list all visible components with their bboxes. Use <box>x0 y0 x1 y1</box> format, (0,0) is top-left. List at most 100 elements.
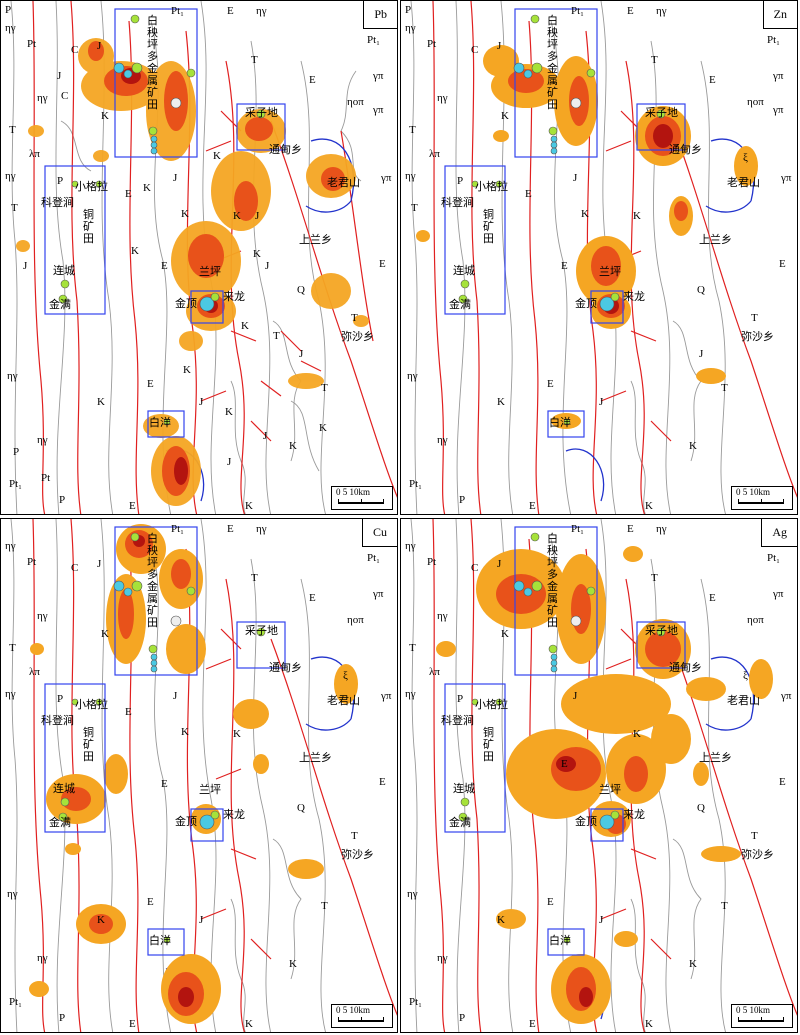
geo-code-pt1: Pt₁ <box>767 552 781 564</box>
geo-code-gamma-pi: γπ <box>373 104 384 116</box>
geo-code-e: E <box>227 5 234 17</box>
deposit-symbols <box>58 14 266 426</box>
scale-label: 0 5 10km <box>736 487 771 497</box>
place-laojunshan: 老君山 <box>727 694 760 707</box>
place-shanglan: 上兰乡 <box>699 751 732 764</box>
scale-tick <box>738 1017 739 1022</box>
geo-code-t: T <box>651 54 658 66</box>
geo-code-j: J <box>97 558 102 570</box>
geo-code-e: E <box>161 778 168 790</box>
map-panel-pb: Pb P ηγ Pt C T ηγ λπ C J J K Pt₁ E ηγ Pt… <box>0 0 398 515</box>
geo-code-j: J <box>599 914 604 926</box>
geo-code-eta-gamma: ηγ <box>405 540 416 552</box>
geo-code-eta-gamma: ηγ <box>256 5 267 17</box>
geo-code-j: J <box>23 260 28 272</box>
scale-label: 0 5 10km <box>336 487 371 497</box>
geo-code-eta-gamma: ηγ <box>437 434 448 446</box>
geo-code-k: K <box>645 500 653 512</box>
geo-code-eta-gamma: ηγ <box>5 22 16 34</box>
place-baiyang: 白洋 <box>149 934 171 947</box>
geo-code-c: C <box>71 44 79 56</box>
faults <box>32 1 397 514</box>
geo-code-j: J <box>265 260 270 272</box>
geo-code-p: P <box>457 693 464 705</box>
geo-code-j: J <box>173 690 178 702</box>
geo-code-k: K <box>181 208 189 220</box>
geo-code-eta-gamma: ηγ <box>437 610 448 622</box>
element-label: Zn <box>762 1 797 29</box>
geochem-anomalies <box>29 524 358 1024</box>
map-panel-zn: Zn P ηγ Pt C T ηγ λπ J K Pt₁ E ηγ Pt₁ T … <box>400 0 798 515</box>
geo-code-j: J <box>573 690 578 702</box>
geo-code-t: T <box>751 830 758 842</box>
geo-code-p: P <box>405 4 412 16</box>
geo-code-eta-gamma: ηγ <box>5 170 16 182</box>
geo-code-k: K <box>101 628 109 640</box>
place-caizidi: 采子地 <box>245 106 278 119</box>
place-mishaxiang: 弥沙乡 <box>341 330 374 343</box>
geo-code-k: K <box>319 422 327 434</box>
place-baiyangping: 白秧坪多金属矿田 <box>147 14 158 111</box>
place-jinman: 金满 <box>449 298 471 311</box>
geo-code-p: P <box>57 175 64 187</box>
geo-code-eta-gamma: ηγ <box>405 688 416 700</box>
geo-code-pt: Pt <box>427 38 437 50</box>
geo-code-t: T <box>273 330 280 342</box>
map-panel-ag: Ag ηγ Pt C T ηγ λπ J K Pt₁ E ηγ Pt₁ T E … <box>400 518 798 1033</box>
geo-code-j: J <box>699 348 704 360</box>
element-label: Pb <box>363 1 397 29</box>
place-jinman: 金满 <box>49 816 71 829</box>
geo-code-k: K <box>233 728 241 740</box>
geo-code-e: E <box>129 500 136 512</box>
place-tongdian: 通甸乡 <box>269 661 302 674</box>
geo-code-eta-gamma: ηγ <box>5 540 16 552</box>
geo-code-e: E <box>309 592 316 604</box>
place-jinman: 金满 <box>49 298 71 311</box>
geo-code-p: P <box>459 494 466 506</box>
place-jinding: 金顶 <box>175 297 197 310</box>
place-caizidi: 采子地 <box>645 106 678 119</box>
element-label: Cu <box>361 519 397 547</box>
geo-code-k: K <box>581 208 589 220</box>
scale-tick <box>783 1017 784 1022</box>
place-laifeng: 来龙 <box>223 290 245 303</box>
geo-code-c: C <box>61 90 69 102</box>
geo-code-e: E <box>525 188 532 200</box>
geo-code-eta-gamma: ηγ <box>256 523 267 535</box>
scale-tick <box>361 499 362 504</box>
place-laojunshan: 老君山 <box>327 176 360 189</box>
geo-code-e: E <box>125 706 132 718</box>
place-lanping: 兰坪 <box>199 783 221 796</box>
geo-code-gamma-pi: γπ <box>773 588 784 600</box>
scale-bar: 0 5 10km <box>731 1004 793 1028</box>
place-jinding: 金顶 <box>175 815 197 828</box>
geo-code-gamma-pi: γπ <box>773 104 784 116</box>
geo-code-j: J <box>97 40 102 52</box>
place-baiyangping: 白秧坪多金属矿田 <box>147 532 158 629</box>
geo-code-k: K <box>501 628 509 640</box>
deposit-symbols <box>458 532 666 944</box>
scale-bar: 0 5 10km <box>331 1004 393 1028</box>
geo-code-j: J <box>199 396 204 408</box>
place-shanglan: 上兰乡 <box>299 751 332 764</box>
geo-code-j: J <box>573 172 578 184</box>
place-xiaogela: 小格拉 <box>475 180 508 193</box>
geo-code-pt1: Pt₁ <box>409 478 423 490</box>
geo-code-gamma-pi: γπ <box>381 690 392 702</box>
scale-tick <box>383 499 384 504</box>
scale-bar: 0 5 10km <box>731 486 793 510</box>
geo-code-xi: ξ <box>743 152 748 164</box>
geo-code-k: K <box>131 245 139 257</box>
geo-code-e: E <box>309 74 316 86</box>
geo-code-q: Q <box>297 802 305 814</box>
geo-code-e: E <box>561 260 568 272</box>
geo-code-t: T <box>409 124 416 136</box>
map-panel-cu: Cu ηγ Pt C T ηγ λπ J K Pt₁ E ηγ Pt₁ T E … <box>0 518 398 1033</box>
place-jinding: 金顶 <box>575 815 597 828</box>
panel-map-graphics <box>10 1 397 514</box>
geo-code-pt1: Pt₁ <box>9 478 23 490</box>
geochem-anomalies <box>16 38 369 506</box>
geo-code-k: K <box>143 182 151 194</box>
place-shanglan: 上兰乡 <box>699 233 732 246</box>
